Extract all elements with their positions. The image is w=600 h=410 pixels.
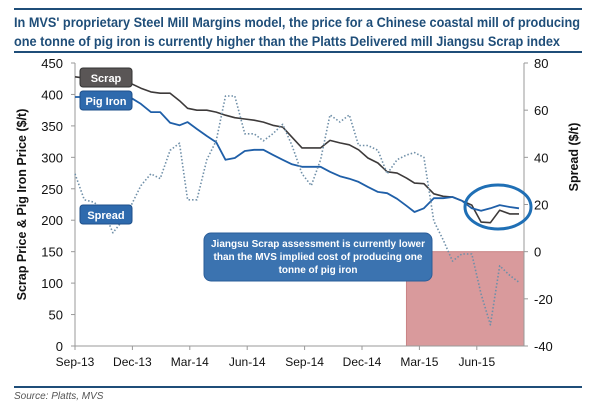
source-note: Source: Platts, MVS: [14, 391, 104, 402]
y-tick-label: 0: [56, 339, 63, 354]
y2-tick-label: -40: [534, 339, 553, 354]
title-line-2: one tonne of pig iron is currently highe…: [14, 34, 561, 49]
series-label: Pig Iron: [86, 96, 127, 108]
x-tick-label: Jun-14: [229, 355, 266, 369]
x-tick-label: Dec-13: [113, 355, 152, 369]
y-tick-label: 350: [41, 119, 63, 134]
y-axis-label: Scrap Price & Pig Iron Price ($/t): [15, 109, 29, 301]
y2-tick-label: 80: [534, 56, 548, 71]
series-label: Scrap: [91, 73, 122, 85]
series-line-scrap: [74, 76, 519, 224]
top-rule: [14, 8, 582, 10]
x-tick-label: Jun-15: [458, 355, 495, 369]
series-line-spread: [74, 95, 520, 326]
y2-tick-label: 60: [534, 103, 548, 118]
annotation-box: [203, 232, 433, 282]
y-tick-label: 300: [41, 150, 63, 165]
x-tick-label: Mar-15: [400, 355, 438, 369]
y-tick-label: 150: [41, 245, 63, 260]
series-line-pig-iron: [75, 96, 520, 213]
y2-tick-label: 40: [534, 150, 548, 165]
x-tick-label: Dec-14: [343, 355, 382, 369]
highlight-circle: [463, 183, 533, 231]
y2-tick-label: -20: [534, 292, 553, 307]
chart-title: In MVS' proprietary Steel Mill Margins m…: [14, 15, 580, 49]
x-tick-label: Sep-14: [285, 355, 324, 369]
series-label-box: [79, 67, 133, 88]
series-label-box: [79, 204, 133, 225]
y2-tick-label: 0: [534, 245, 541, 260]
y-tick-label: 100: [41, 276, 63, 291]
y2-tick-label: 20: [534, 198, 548, 213]
x-tick-label: Mar-14: [171, 355, 209, 369]
y-tick-label: 50: [49, 308, 63, 323]
y-tick-label: 250: [41, 182, 63, 197]
y-tick-label: 200: [41, 213, 63, 228]
y-tick-label: 450: [41, 56, 63, 71]
title-bottom-rule: [14, 51, 582, 53]
title-line-1: In MVS' proprietary Steel Mill Margins m…: [14, 15, 580, 30]
annotation-text-line: tonne of pig iron: [279, 265, 358, 276]
source-rule: [14, 386, 582, 388]
series-label: Spread: [87, 210, 124, 222]
y-tick-label: 400: [41, 87, 63, 102]
y2-axis-label: Spread ($/t): [567, 123, 581, 192]
annotation-text-line: Jiangsu Scrap assessment is currently lo…: [211, 239, 425, 250]
series-label-box: [79, 90, 133, 111]
annotation-text-line: than the MVS implied cost of producing o…: [214, 252, 423, 263]
x-tick-label: Sep-13: [56, 355, 95, 369]
